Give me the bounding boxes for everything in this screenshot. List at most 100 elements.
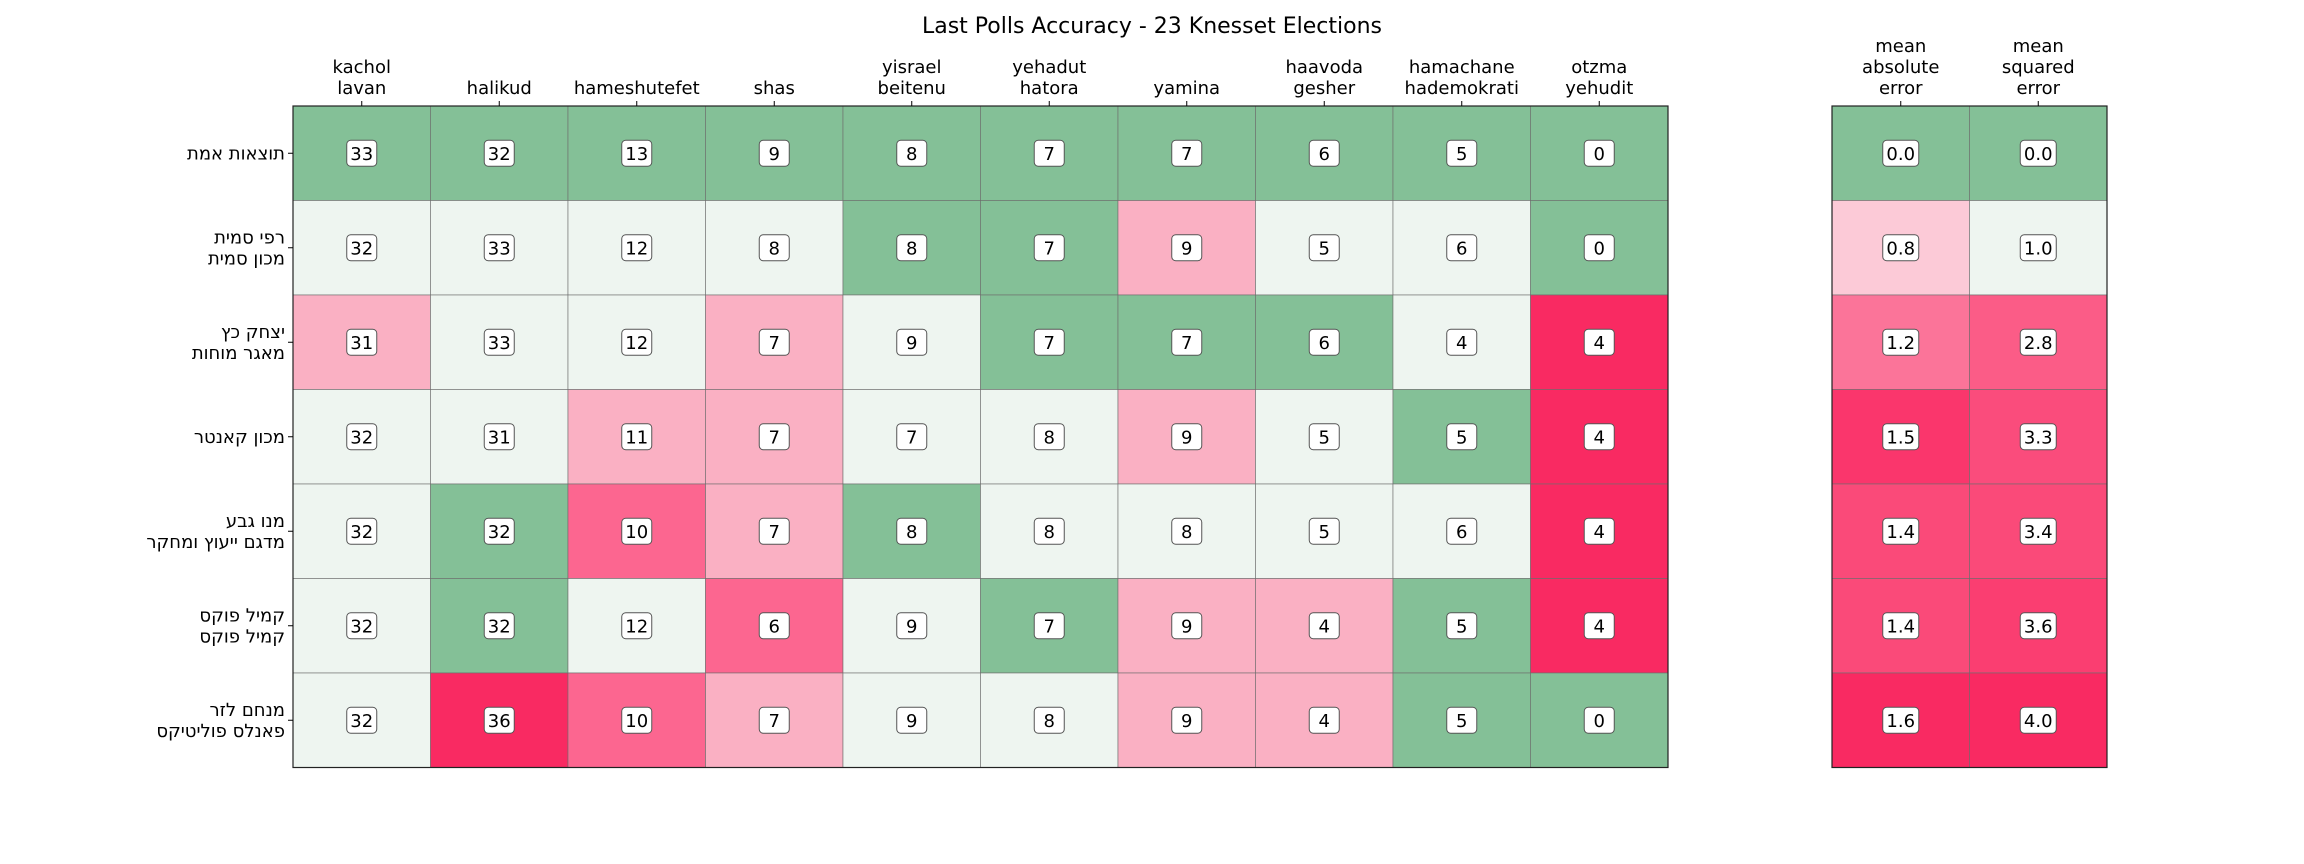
cell-value-badge <box>1033 706 1065 734</box>
metric-value-label: 0.0 <box>2024 144 2053 165</box>
cell-value-label: 7 <box>769 427 780 448</box>
cell-value-badge <box>621 612 653 640</box>
cell-value-label: 12 <box>625 333 648 354</box>
cell-value-badge <box>346 328 378 356</box>
row-label: מכון קאנטר <box>194 427 285 448</box>
cell-value-label: 7 <box>769 333 780 354</box>
cell-value-label: 5 <box>1319 238 1330 259</box>
cell-value-badge <box>1308 706 1340 734</box>
metric-value-label: 1.0 <box>2024 238 2053 259</box>
column-label: hameshutefet <box>574 78 700 99</box>
row-label: יצחק כץ <box>221 322 285 343</box>
column-label: mean <box>2013 36 2064 57</box>
metric-value-label: 3.6 <box>2024 616 2053 637</box>
cell-value-label: 6 <box>1319 144 1330 165</box>
cell-value-badge <box>483 706 515 734</box>
cell-value-label: 32 <box>488 616 511 637</box>
column-label: gesher <box>1293 78 1355 99</box>
cell-value-badge <box>346 517 378 545</box>
cell-value-badge <box>896 706 928 734</box>
metric-value-badge <box>2019 328 2057 356</box>
cell-value-label: 7 <box>1044 144 1055 165</box>
column-label: hatora <box>1020 78 1079 99</box>
cell-value-label: 6 <box>1456 522 1467 543</box>
cell-value-badge <box>1583 234 1615 262</box>
cell-value-label: 33 <box>350 144 373 165</box>
metric-value-label: 2.8 <box>2024 333 2053 354</box>
cell-value-badge <box>1308 517 1340 545</box>
column-label: lavan <box>337 78 386 99</box>
cell-value-label: 10 <box>625 522 648 543</box>
cell-value-label: 0 <box>1594 711 1605 732</box>
cell-value-label: 4 <box>1456 333 1467 354</box>
metric-value-badge <box>2019 139 2057 167</box>
metric-value-label: 1.4 <box>1886 616 1915 637</box>
cell-value-badge <box>1446 328 1478 356</box>
cell-value-badge <box>758 234 790 262</box>
metric-value-label: 4.0 <box>2024 711 2053 732</box>
cell-value-label: 4 <box>1594 522 1605 543</box>
metric-value-badge <box>1882 706 1920 734</box>
row-label: מכון סמית <box>208 248 285 269</box>
row-label: מנחם לזר <box>210 700 285 721</box>
cell-value-badge <box>621 517 653 545</box>
cell-value-badge <box>1033 139 1065 167</box>
cell-value-badge <box>1033 328 1065 356</box>
cell-value-badge <box>1171 706 1203 734</box>
cell-value-badge <box>483 612 515 640</box>
cell-value-label: 32 <box>350 522 373 543</box>
cell-value-badge <box>1033 517 1065 545</box>
cell-value-badge <box>621 234 653 262</box>
main-grid: 33 32 13 9 8 7 7 6 5 0 32 33 12 8 8 7 9 5 6 0 31 33 12 7 9 7 7 6 4 4 3… <box>292 105 1669 769</box>
cell-value-label: 0 <box>1594 238 1605 259</box>
cell-value-badge <box>1171 423 1203 451</box>
cell-value-label: 5 <box>1456 144 1467 165</box>
cell-value-label: 7 <box>769 711 780 732</box>
cell-value-badge <box>483 517 515 545</box>
metric-value-label: 1.4 <box>1886 522 1915 543</box>
cell-value-label: 32 <box>350 427 373 448</box>
cell-value-badge <box>483 328 515 356</box>
column-label: yehadut <box>1012 57 1086 78</box>
cell-value-label: 9 <box>1181 238 1192 259</box>
metric-value-label: 1.2 <box>1886 333 1915 354</box>
metric-value-badge <box>1882 328 1920 356</box>
cell-value-label: 5 <box>1456 427 1467 448</box>
cell-value-badge <box>621 423 653 451</box>
cell-value-badge <box>758 328 790 356</box>
cell-value-label: 4 <box>1594 333 1605 354</box>
cell-value-badge <box>896 612 928 640</box>
metric-value-label: 1.6 <box>1886 711 1915 732</box>
column-label: hamachane <box>1409 57 1515 78</box>
cell-value-badge <box>1446 612 1478 640</box>
cell-value-badge <box>1446 234 1478 262</box>
cell-value-badge <box>896 517 928 545</box>
cell-value-label: 7 <box>1044 238 1055 259</box>
cell-value-badge <box>758 612 790 640</box>
cell-value-label: 5 <box>1319 427 1330 448</box>
cell-value-badge <box>1583 517 1615 545</box>
cell-value-badge <box>1583 139 1615 167</box>
column-label: beitenu <box>878 78 946 99</box>
column-label: kachol <box>333 57 391 78</box>
cell-value-badge <box>1583 423 1615 451</box>
cell-value-label: 5 <box>1456 616 1467 637</box>
cell-value-badge <box>758 423 790 451</box>
cell-value-label: 33 <box>488 238 511 259</box>
row-label: קמיל פוקס <box>199 605 285 626</box>
column-label: mean <box>1875 36 1926 57</box>
metric-value-badge <box>1882 423 1920 451</box>
metric-value-badge <box>2019 612 2057 640</box>
cell-value-badge <box>896 328 928 356</box>
column-label: otzma <box>1571 57 1627 78</box>
cell-value-label: 9 <box>1181 711 1192 732</box>
cell-value-badge <box>1308 139 1340 167</box>
cell-value-badge <box>758 517 790 545</box>
metric-grid: 0.0 0.0 0.8 1.0 1.2 2.8 1.5 3.3 1.4 3.4 1.4 3.6 1.6 4… <box>1831 105 2108 769</box>
cell-value-badge <box>1308 612 1340 640</box>
cell-value-label: 9 <box>906 616 917 637</box>
cell-value-label: 9 <box>906 333 917 354</box>
cell-value-badge <box>483 139 515 167</box>
cell-value-label: 33 <box>488 333 511 354</box>
